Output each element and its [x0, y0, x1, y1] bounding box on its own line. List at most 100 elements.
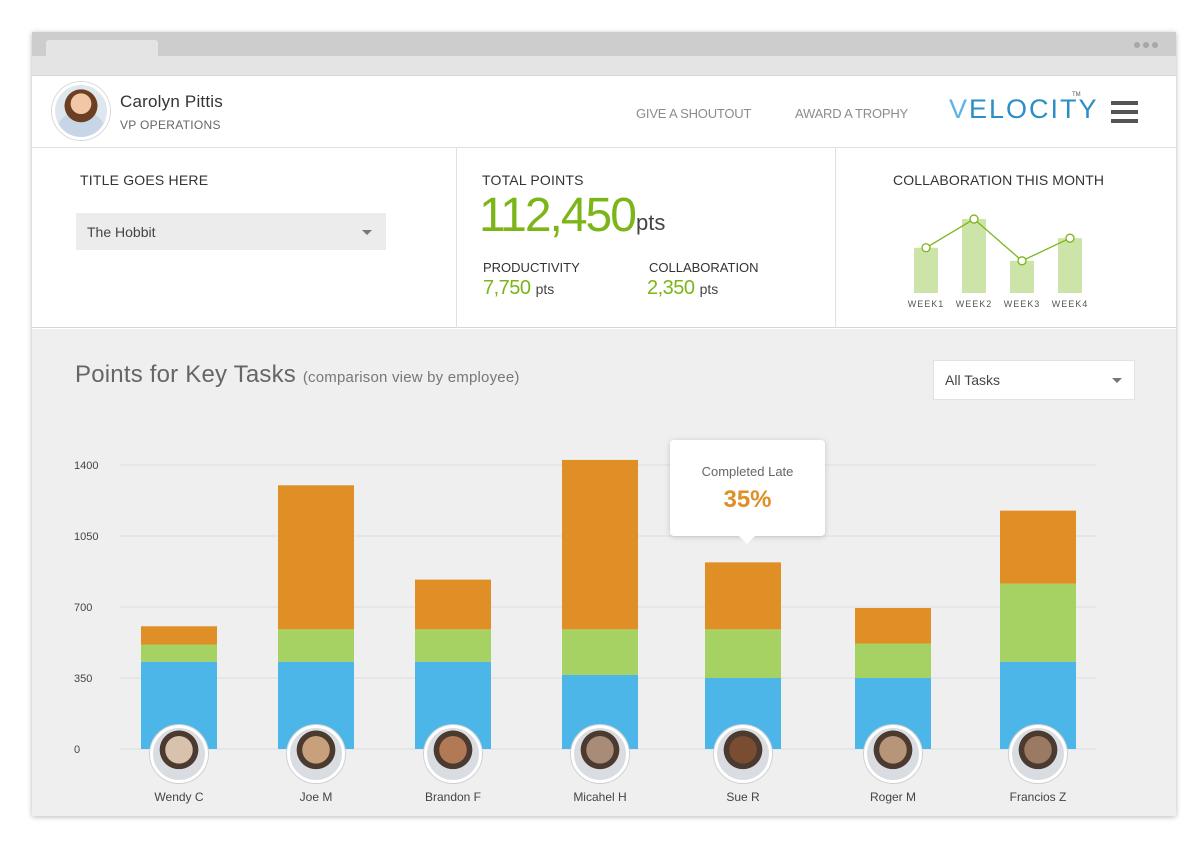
collab-point	[921, 243, 931, 253]
week-label: WEEK2	[956, 299, 993, 309]
productivity-label: PRODUCTIVITY	[483, 260, 580, 275]
user-title: VP OPERATIONS	[120, 118, 221, 132]
logo-rest: ELOCITY	[969, 94, 1099, 124]
browser-chrome	[32, 32, 1176, 76]
bar-segment	[1000, 510, 1076, 584]
bar-segment	[855, 608, 931, 644]
bar-segment	[278, 485, 354, 630]
week-label: WEEK3	[1004, 299, 1041, 309]
tooltip-label: Completed Late	[701, 464, 794, 479]
collaboration-mini-chart: WEEK1 WEEK2 WEEK3 WEEK4	[908, 214, 1089, 309]
employee-name: Sue R	[726, 790, 760, 804]
browser-window: Carolyn Pittis VP OPERATIONS GIVE A SHOU…	[32, 32, 1176, 816]
employee-name: Francios Z	[1009, 790, 1067, 804]
employee-avatar[interactable]	[424, 725, 482, 783]
employee-name: Wendy C	[154, 790, 204, 804]
employee-micahel: Micahel H	[545, 725, 655, 804]
y-tick-label: 1050	[74, 531, 98, 543]
collab-bar	[1058, 238, 1082, 293]
collab-point	[1017, 256, 1027, 266]
task-filter-value: All Tasks	[945, 372, 1000, 388]
bar-segment	[562, 459, 638, 630]
key-tasks-title: Points for Key Tasks (comparison view by…	[75, 361, 520, 389]
employee-avatar[interactable]	[1009, 725, 1067, 783]
employee-avatar[interactable]	[864, 725, 922, 783]
tooltip-value: 35%	[723, 486, 772, 513]
y-tick-label: 700	[74, 602, 92, 614]
bar-segment	[141, 644, 217, 662]
chevron-down-icon	[362, 230, 372, 235]
employee-name: Joe M	[299, 790, 333, 804]
browser-tab[interactable]	[46, 40, 158, 60]
bar-segment	[562, 629, 638, 675]
bar-segment	[705, 562, 781, 630]
title-label: TITLE GOES HERE	[80, 172, 209, 188]
bar-segment	[855, 643, 931, 678]
menu-icon[interactable]	[1111, 101, 1138, 123]
collaboration-label: COLLABORATION	[649, 260, 759, 275]
employee-avatar[interactable]	[571, 725, 629, 783]
employee-name: Micahel H	[573, 790, 627, 804]
productivity-unit: pts	[535, 281, 555, 297]
y-tick-label: 350	[74, 673, 92, 685]
employee-joe: Joe M	[261, 725, 371, 804]
key-tasks-panel: 0 350 700 1050 1400 Points for Key Tasks (co…	[32, 329, 1176, 816]
collab-bar	[914, 247, 938, 293]
stats-panel: TITLE GOES HERE The Hobbit TOTAL POINTS …	[32, 148, 1176, 328]
employee-francios: Francios Z	[983, 725, 1093, 804]
collab-bar	[962, 219, 986, 293]
y-tick-label: 0	[74, 744, 80, 756]
browser-tab-strip	[32, 32, 1176, 56]
week-label: WEEK1	[908, 299, 945, 309]
app-header: Carolyn Pittis VP OPERATIONS GIVE A SHOU…	[32, 76, 1176, 148]
total-points-label: TOTAL POINTS	[482, 172, 584, 188]
chevron-down-icon	[1112, 378, 1122, 383]
give-shoutout-link[interactable]: GIVE A SHOUTOUT	[636, 106, 752, 121]
productivity-number: 7,750	[483, 277, 531, 299]
collaboration-chart-title: COLLABORATION THIS MONTH	[893, 172, 1105, 188]
more-dots-icon[interactable]	[1134, 42, 1158, 48]
stats-divider	[456, 148, 457, 328]
total-points-value: 112,450	[479, 189, 637, 242]
collaboration-number: 2,350	[647, 277, 695, 299]
employee-avatar[interactable]	[714, 725, 772, 783]
collaboration-value: 2,350 pts	[647, 277, 718, 300]
bar-segment	[1000, 583, 1076, 662]
productivity-value: 7,750 pts	[483, 277, 554, 300]
y-tick-label: 1400	[74, 460, 98, 472]
collab-trend-line	[925, 218, 1071, 262]
collab-point	[1065, 233, 1075, 243]
key-tasks-title-text: Points for Key Tasks	[75, 361, 296, 388]
employee-wendy: Wendy C	[124, 725, 234, 804]
stats-divider	[835, 148, 836, 328]
collab-point	[969, 214, 979, 224]
key-tasks-subtitle: (comparison view by employee)	[302, 369, 520, 386]
title-select-value: The Hobbit	[87, 224, 156, 240]
bar-segment	[415, 579, 491, 630]
week-label: WEEK4	[1052, 299, 1089, 309]
employee-name: Roger M	[869, 790, 916, 804]
user-avatar[interactable]	[52, 82, 110, 140]
title-select[interactable]: The Hobbit	[76, 213, 386, 250]
total-points-unit: pts	[636, 210, 666, 235]
logo-first-letter: V	[949, 94, 970, 124]
employee-name: Brandon F	[424, 790, 482, 804]
bar-segment	[705, 629, 781, 678]
tooltip-arrow	[739, 536, 755, 544]
bar-segment	[278, 629, 354, 662]
collab-bar	[1010, 260, 1034, 293]
bar-tooltip: Completed Late 35%	[670, 440, 825, 544]
award-trophy-link[interactable]: AWARD A TROPHY	[795, 106, 909, 121]
employee-brandon: Brandon F	[398, 725, 508, 804]
task-filter-select[interactable]: All Tasks	[934, 361, 1134, 399]
logo-trademark: TM	[1072, 92, 1081, 98]
collaboration-unit: pts	[699, 281, 719, 297]
bar-segment	[415, 629, 491, 662]
employee-roger: Roger M	[838, 725, 948, 804]
velocity-logo: VELOCITY	[949, 94, 1099, 125]
bar-segment	[141, 626, 217, 645]
employee-avatar[interactable]	[287, 725, 345, 783]
employee-sue: Sue R	[688, 725, 798, 804]
user-name: Carolyn Pittis	[120, 92, 223, 111]
employee-avatar[interactable]	[150, 725, 208, 783]
